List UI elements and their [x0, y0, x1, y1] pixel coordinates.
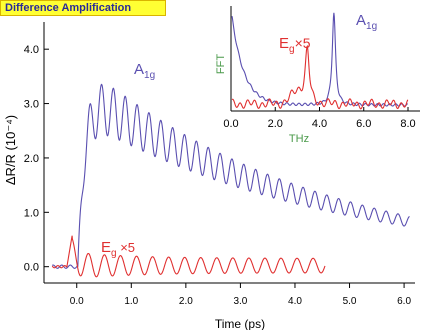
inset-x-axis-label: THz: [289, 133, 309, 145]
inset-x-tick-label: 8.0: [400, 118, 415, 130]
y-axis-label: ΔR/R (10⁻⁴): [3, 115, 18, 185]
series-label-a1g: A1g: [134, 61, 155, 81]
series-line-eg: [51, 235, 326, 278]
x-tick-label: 3.0: [233, 296, 247, 307]
main-axes: 0.0 1.0 2.0 3.0 4.0 0.0 1.0 2.0 3.0 4.0 5.0 6.0: [24, 22, 415, 307]
y-tick-label: 3.0: [24, 99, 39, 111]
inset-x-ticks: 0.0 2.0 4.0 6.0 8.0: [223, 107, 416, 130]
x-ticks: 0.0 1.0 2.0 3.0 4.0 5.0 6.0: [70, 283, 411, 307]
series-line-a1g: [51, 83, 410, 269]
inset-x-tick-label: 0.0: [223, 118, 238, 130]
inset-y-axis-label: FFT: [215, 54, 227, 74]
y-tick-label: 0.0: [24, 262, 39, 274]
y-ticks: 0.0 1.0 2.0 3.0 4.0: [24, 44, 49, 274]
x-tick-label: 1.0: [124, 296, 138, 307]
series-label-eg: Eg ×5: [101, 239, 135, 259]
x-tick-label: 6.0: [397, 296, 411, 307]
inset-label-a1g: A1g: [356, 12, 377, 32]
inset-x-tick-label: 2.0: [268, 118, 283, 130]
y-tick-label: 2.0: [24, 153, 39, 165]
inset-x-tick-label: 4.0: [312, 118, 327, 130]
inset-background: [216, 4, 421, 126]
x-tick-label: 0.0: [70, 296, 84, 307]
x-tick-label: 4.0: [288, 296, 302, 307]
y-tick-label: 4.0: [24, 44, 39, 56]
inset-panel: 0.0 2.0 4.0 6.0 8.0 FFT THz Eg×5 A1g: [215, 4, 421, 145]
x-axis-label: Time (ps): [215, 317, 265, 330]
inset-label-eg: Eg×5: [279, 35, 311, 55]
inset-series-line-eg: [231, 44, 409, 110]
banner-label: Difference Amplification: [5, 2, 132, 14]
y-tick-label: 1.0: [24, 207, 39, 219]
inset-x-tick-label: 6.0: [356, 118, 371, 130]
x-tick-label: 5.0: [343, 296, 357, 307]
difference-amplification-banner: Difference Amplification: [0, 0, 166, 16]
x-tick-label: 2.0: [179, 296, 193, 307]
